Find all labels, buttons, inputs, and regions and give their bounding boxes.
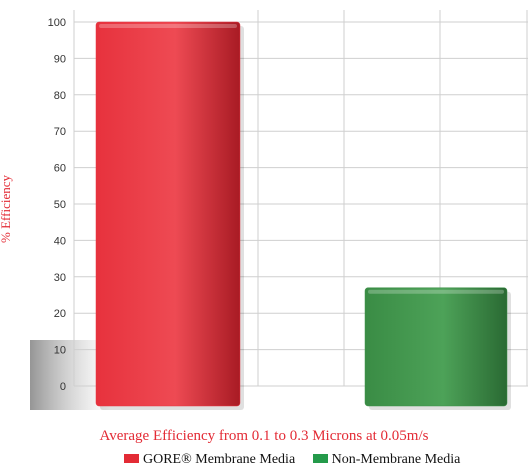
legend-swatch-non-membrane: [312, 454, 328, 463]
bar-chart: 0 10 20 30 40 50 60 70 80 90 100 % Efficiency: [0, 10, 528, 410]
y-tick-label: 0: [60, 381, 66, 393]
y-tick-label: 60: [54, 163, 66, 175]
bar-highlight-gore: [99, 24, 237, 28]
legend-entry-gore: GORE® Membrane Media: [124, 452, 295, 468]
y-axis-label: % Efficiency: [0, 175, 13, 243]
bars: [95, 21, 511, 410]
legend-label-gore: GORE® Membrane Media: [143, 452, 296, 467]
legend-swatch-gore: [124, 454, 139, 463]
chart-title: Average Efficiency from 0.1 to 0.3 Micro…: [99, 428, 429, 444]
y-tick-label: 10: [54, 345, 66, 357]
y-tick-label: 50: [54, 199, 66, 211]
y-tick-label: 80: [54, 90, 66, 102]
y-tick-label: 90: [54, 53, 66, 65]
y-tick-label: 30: [54, 272, 66, 284]
bar-gore: [95, 21, 241, 407]
legend: GORE® Membrane Media Non-Membrane Media: [124, 452, 474, 468]
y-tick-label: 100: [48, 17, 66, 29]
legend-label-non-membrane: Non-Membrane Media: [331, 452, 461, 467]
bar-non-membrane: [364, 287, 508, 407]
y-tick-label: 20: [54, 308, 66, 320]
y-ticks: 0 10 20 30 40 50 60 70 80 90 100: [48, 17, 66, 393]
y-tick-label: 70: [54, 126, 66, 138]
bar-highlight-non-membrane: [368, 289, 504, 294]
y-tick-label: 40: [54, 235, 66, 247]
legend-entry-non-membrane: Non-Membrane Media: [312, 452, 461, 468]
